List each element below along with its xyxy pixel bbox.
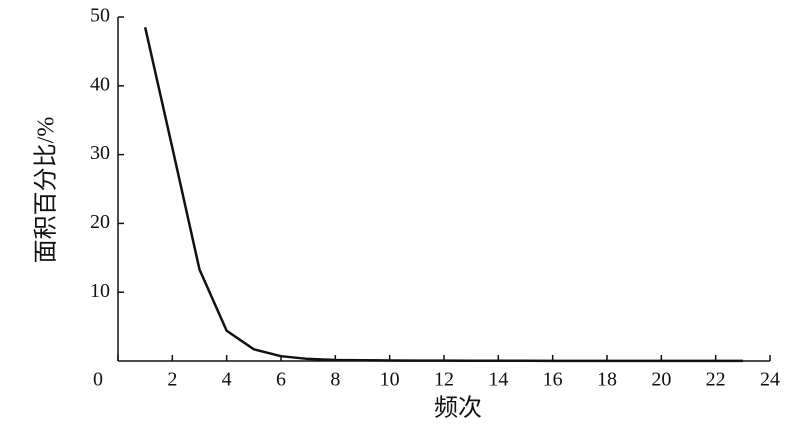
y-tick-label: 20: [90, 211, 110, 233]
y-tick-label: 40: [90, 73, 110, 95]
x-tick-label: 8: [330, 369, 340, 391]
y-tick-label: 50: [90, 5, 110, 27]
x-tick-label: 10: [380, 369, 400, 391]
y-tick-label: 10: [90, 280, 110, 302]
x-tick-label: 20: [651, 369, 671, 391]
x-tick-label: 18: [597, 369, 617, 391]
x-tick-label: 6: [276, 369, 286, 391]
x-tick-label: 2: [167, 369, 177, 391]
x-tick-label: 16: [543, 369, 563, 391]
y-axis-label: 面积百分比/%: [33, 117, 60, 264]
x-tick-label: 0: [93, 369, 103, 391]
y-tick-label: 30: [90, 142, 110, 164]
x-tick-label: 22: [706, 369, 726, 391]
x-tick-label: 14: [488, 369, 508, 391]
x-axis-label: 频次: [434, 395, 482, 422]
x-tick-label: 24: [760, 369, 780, 391]
x-tick-label: 12: [434, 369, 454, 391]
data-line: [143, 27, 743, 363]
x-tick-label: 4: [222, 369, 232, 391]
